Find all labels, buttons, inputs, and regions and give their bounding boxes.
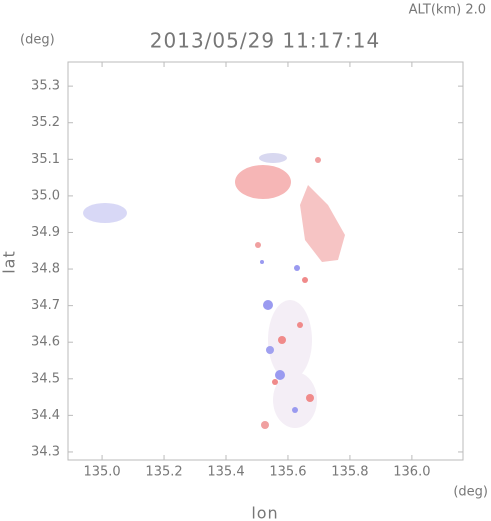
echo xyxy=(297,322,303,328)
y-tick-label: 34.4 xyxy=(31,408,60,423)
x-unit: (deg) xyxy=(453,485,488,500)
echo xyxy=(273,372,317,428)
x-tick-label: 135.4 xyxy=(207,465,244,480)
y-tick-label: 34.5 xyxy=(31,371,60,386)
echo xyxy=(275,370,285,380)
echo-field xyxy=(83,153,345,429)
echo xyxy=(260,260,264,264)
echo xyxy=(263,300,273,310)
echo xyxy=(294,265,300,271)
echo xyxy=(300,185,345,262)
plot-frame xyxy=(67,61,464,461)
x-tick-label: 135.8 xyxy=(331,465,368,480)
y-tick-label: 35.2 xyxy=(31,115,60,130)
y-tick-label: 35.0 xyxy=(31,188,60,203)
echo xyxy=(255,242,261,248)
echo xyxy=(235,165,291,199)
y-tick-label: 34.7 xyxy=(31,298,60,313)
y-axis-label: lat xyxy=(0,250,19,274)
echo xyxy=(292,407,298,413)
x-axis-label: lon xyxy=(251,504,278,521)
echo xyxy=(261,421,269,429)
echo xyxy=(259,153,287,163)
y-tick-label: 34.6 xyxy=(31,335,60,350)
echo xyxy=(83,203,127,223)
echo xyxy=(266,346,274,354)
y-tick-label: 34.3 xyxy=(31,444,60,459)
echo xyxy=(302,277,308,283)
echo xyxy=(272,379,278,385)
echo xyxy=(268,300,312,380)
y-tick-label: 35.3 xyxy=(31,79,60,94)
x-tick-label: 135.6 xyxy=(269,465,306,480)
echo xyxy=(278,336,286,344)
y-tick-label: 34.8 xyxy=(31,262,60,277)
x-tick-label: 135.2 xyxy=(145,465,182,480)
y-unit: (deg) xyxy=(20,33,55,48)
x-tick-label: 135.0 xyxy=(83,465,120,480)
y-tick-label: 35.1 xyxy=(31,152,60,167)
y-tick-label: 34.9 xyxy=(31,225,60,240)
chart-title: 2013/05/29 11:17:14 xyxy=(150,29,380,53)
echo xyxy=(306,394,314,402)
echo xyxy=(315,157,321,163)
altitude-label: ALT(km) 2.0 xyxy=(409,3,486,18)
x-tick-label: 136.0 xyxy=(393,465,430,480)
